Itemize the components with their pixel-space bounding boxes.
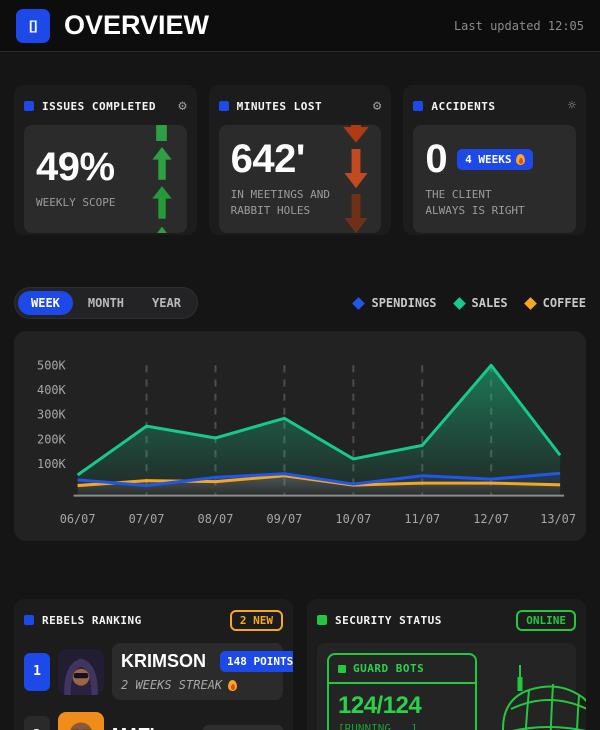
- svg-text:400K: 400K: [37, 383, 66, 397]
- guard-bots-box: GUARD BOTS 124/124 [RUNNING...]: [327, 653, 477, 730]
- card-label: SECURITY STATUS: [335, 613, 442, 627]
- weeks-streak-badge: 4 WEEKS: [457, 148, 534, 170]
- ranking-row-1[interactable]: 1 KRIMSON @KRIMSON 148 POINTS: [24, 643, 293, 700]
- guard-bots-count: 124/124: [338, 692, 422, 719]
- svg-text:07/07: 07/07: [129, 512, 165, 526]
- rank-number: 2: [24, 716, 50, 730]
- card-bullet-icon: [24, 101, 34, 111]
- card-label: MINUTES LOST: [236, 99, 323, 113]
- rank-info-panel: MATI @MATI 129 POINTS: [112, 717, 283, 730]
- online-badge: ONLINE: [516, 609, 576, 631]
- svg-text:11/07: 11/07: [404, 512, 440, 526]
- security-panel: GUARD BOTS 124/124 [RUNNING...]: [317, 643, 586, 730]
- gear-icon[interactable]: ☼: [567, 98, 577, 114]
- stat-value: 49%: [36, 145, 115, 190]
- streak-text: 2 WEEKS STREAK: [121, 678, 274, 692]
- svg-text:300K: 300K: [37, 408, 66, 422]
- chart-legend: SPENDINGS SALES COFFEE: [352, 296, 586, 310]
- stat-caption: THE CLIENT ALWAYS IS RIGHT: [425, 188, 525, 217]
- legend-coffee: COFFEE: [523, 296, 586, 310]
- svg-text:09/07: 09/07: [266, 512, 302, 526]
- points-badge: 129 POINTS: [202, 724, 283, 730]
- points-badge: 148 POINTS: [220, 651, 293, 672]
- app-logo: []: [16, 8, 50, 43]
- tab-month[interactable]: MONTH: [87, 296, 125, 310]
- page-title: OVERVIEW: [64, 10, 210, 40]
- area-chart: 500K 400K 300K 200K 100K 06/07 07/07 08/07 09/07…: [37, 358, 576, 526]
- stat-caption: IN MEETINGS AND RABBIT HOLES: [230, 188, 331, 217]
- stat-cards-row: ISSUES COMPLETED ⚙ 49% WEEKLY SCOPE MINU…: [14, 85, 587, 235]
- rebel-name: MATI: [112, 725, 155, 730]
- trend-up-arrows-icon: [147, 125, 177, 233]
- card-bullet-icon: [317, 615, 327, 625]
- legend-sales: SALES: [452, 296, 508, 310]
- tab-year[interactable]: YEAR: [152, 296, 181, 310]
- app-header: [] OVERVIEW Last updated 12:05: [0, 0, 600, 52]
- card-label: REBELS RANKING: [42, 613, 142, 627]
- period-tabs: WEEK MONTH YEAR: [14, 287, 198, 319]
- security-status-card: SECURITY STATUS ONLINE GUARD BOTS 124/12…: [307, 599, 586, 730]
- card-label: ISSUES COMPLETED: [42, 99, 156, 113]
- card-issues-completed: ISSUES COMPLETED ⚙ 49% WEEKLY SCOPE: [14, 85, 197, 235]
- gear-icon[interactable]: ⚙: [372, 98, 382, 114]
- svg-text:13/07: 13/07: [540, 512, 576, 526]
- bottom-cards-row: REBELS RANKING 2 NEW 1 KRIMSON: [14, 599, 586, 730]
- card-bullet-icon: [218, 101, 229, 111]
- card-bullet-icon: [24, 615, 34, 625]
- trend-down-arrows-icon: [341, 125, 371, 233]
- svg-text:06/07: 06/07: [60, 512, 96, 526]
- card-accidents: ACCIDENTS ☼ 0 4 WEEKS THE CLIENT ALWAYS …: [403, 85, 587, 235]
- diamond-icon: [523, 296, 537, 310]
- flame-icon: [516, 153, 526, 165]
- last-updated-text: Last updated 12:05: [453, 18, 584, 33]
- chart-controls: WEEK MONTH YEAR SPENDINGS SALES COFFEE: [14, 287, 586, 319]
- legend-spendings: SPENDINGS: [352, 296, 437, 310]
- card-minutes-lost: MINUTES LOST ⚙ 642' IN MEETINGS AND RABB…: [208, 85, 392, 235]
- sales-chart-card: 500K 400K 300K 200K 100K 06/07 07/07 08/07 09/07…: [14, 331, 586, 541]
- avatar: [58, 648, 104, 695]
- flame-icon: [228, 679, 238, 691]
- rebel-name: KRIMSON: [121, 651, 206, 671]
- rank-info-panel: KRIMSON @KRIMSON 148 POINTS 2 WEEKS STRE…: [112, 643, 293, 700]
- stat-value: 642': [230, 137, 306, 182]
- diamond-icon: [452, 296, 466, 310]
- svg-text:100K: 100K: [37, 457, 66, 471]
- card-bullet-icon: [413, 101, 424, 111]
- ranking-row-2[interactable]: 2 MATI @MATI 129 POINTS: [24, 712, 283, 730]
- avatar: [58, 712, 104, 730]
- svg-text:12/07: 12/07: [473, 512, 509, 526]
- stat-value: 0: [425, 137, 448, 182]
- card-label: ACCIDENTS: [431, 99, 496, 113]
- diamond-icon: [352, 296, 366, 310]
- guard-bullet-icon: [338, 664, 346, 673]
- new-count-badge: 2 NEW: [229, 609, 283, 631]
- gear-icon[interactable]: ⚙: [178, 98, 187, 114]
- guard-bot-illustration: [487, 653, 586, 730]
- rank-number: 1: [24, 652, 50, 691]
- guard-bots-label: GUARD BOTS: [353, 662, 425, 675]
- svg-text:200K: 200K: [37, 432, 66, 446]
- tab-week[interactable]: WEEK: [18, 291, 73, 315]
- svg-text:08/07: 08/07: [198, 512, 234, 526]
- svg-text:500K: 500K: [37, 358, 66, 372]
- svg-text:10/07: 10/07: [335, 512, 371, 526]
- rebels-ranking-card: REBELS RANKING 2 NEW 1 KRIMSON: [14, 599, 293, 730]
- guard-bots-status: [RUNNING...]: [338, 722, 418, 730]
- stat-caption: WEEKLY SCOPE: [36, 196, 116, 210]
